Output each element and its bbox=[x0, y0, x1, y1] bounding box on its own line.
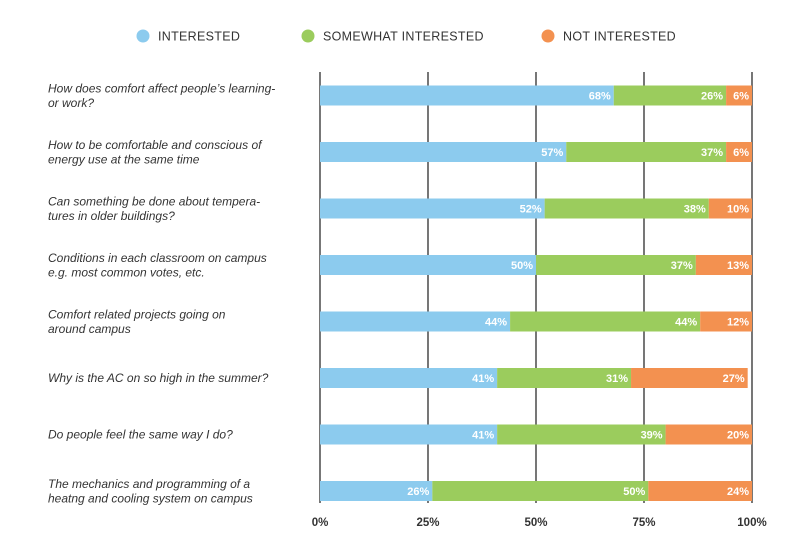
bars: 68% 26% 6% 57% 37% 6% 52% 38% 10% 50% 37% 13% 44% 44%… bbox=[320, 85, 752, 501]
data-label-5-0: 41% bbox=[472, 373, 494, 385]
bar-segment-5-0 bbox=[320, 368, 498, 388]
data-label-1-0: 57% bbox=[541, 147, 563, 159]
data-label-7-2: 24% bbox=[727, 486, 749, 498]
legend-swatch-1 bbox=[301, 29, 315, 43]
bar-segment-2-1 bbox=[544, 198, 709, 219]
bar-segment-3-2 bbox=[695, 255, 752, 275]
data-label-3-1: 37% bbox=[671, 260, 693, 272]
bar-segment-1-1 bbox=[566, 142, 727, 162]
data-label-2-1: 38% bbox=[684, 204, 706, 216]
data-label-1-2: 6% bbox=[733, 147, 749, 159]
legend-label-2: NOT INTERESTED bbox=[563, 30, 676, 44]
legend-label-1: SOMEWHAT INTERESTED bbox=[323, 30, 484, 44]
category-label-4-line-0: Comfort related projects going on bbox=[48, 307, 226, 321]
category-label-2-line-1: tures in older buildings? bbox=[48, 209, 175, 223]
bar-segment-4-1 bbox=[510, 311, 701, 332]
bar-segment-2-0 bbox=[320, 198, 545, 219]
bar-segment-0-2 bbox=[726, 85, 752, 106]
data-label-5-2: 27% bbox=[723, 373, 745, 385]
category-label-6-line-0: Do people feel the same way I do? bbox=[48, 428, 233, 442]
x-tick-label-0: 0% bbox=[312, 517, 329, 529]
data-label-2-2: 10% bbox=[727, 204, 749, 216]
legend-swatch-2 bbox=[541, 29, 555, 43]
bar-segment-0-1 bbox=[613, 85, 727, 106]
data-label-1-1: 37% bbox=[701, 147, 723, 159]
bar-segment-7-0 bbox=[320, 481, 433, 501]
bar-segment-4-0 bbox=[320, 311, 511, 332]
data-label-3-0: 50% bbox=[511, 260, 533, 272]
data-label-4-1: 44% bbox=[675, 317, 697, 329]
bar-segment-1-0 bbox=[320, 142, 567, 162]
data-label-4-2: 12% bbox=[727, 317, 749, 329]
data-label-6-2: 20% bbox=[727, 430, 749, 442]
bar-segment-3-1 bbox=[536, 255, 696, 275]
data-label-0-2: 6% bbox=[733, 91, 749, 103]
category-label-0-line-0: How does comfort affect people’s learnin… bbox=[48, 81, 275, 95]
data-label-6-1: 39% bbox=[641, 430, 663, 442]
data-label-0-0: 68% bbox=[589, 91, 611, 103]
legend-label-0: INTERESTED bbox=[158, 30, 240, 44]
bar-segment-1-2 bbox=[726, 142, 752, 162]
data-label-5-1: 31% bbox=[606, 373, 628, 385]
category-label-3-line-1: e.g. most common votes, etc. bbox=[48, 265, 205, 279]
category-label-1-line-0: How to be comfortable and conscious of bbox=[48, 138, 263, 152]
category-label-0-line-1: or work? bbox=[48, 96, 94, 110]
category-label-5-line-0: Why is the AC on so high in the summer? bbox=[48, 371, 269, 385]
bar-segment-5-1 bbox=[497, 368, 632, 388]
category-label-2-line-0: Can something be done about tempera- bbox=[48, 194, 260, 208]
bar-segment-4-2 bbox=[700, 311, 752, 332]
data-label-4-0: 44% bbox=[485, 317, 507, 329]
x-tick-label-3: 75% bbox=[632, 517, 655, 529]
bar-segment-7-2 bbox=[648, 481, 752, 501]
x-tick-label-2: 50% bbox=[524, 517, 547, 529]
category-label-7-line-0: The mechanics and programming of a bbox=[48, 477, 250, 491]
bar-segment-2-2 bbox=[708, 198, 752, 219]
data-label-6-0: 41% bbox=[472, 430, 494, 442]
category-label-1-line-1: energy use at the same time bbox=[48, 152, 200, 166]
bar-segment-7-1 bbox=[432, 481, 649, 501]
bar-segment-0-0 bbox=[320, 85, 614, 106]
data-label-7-0: 26% bbox=[407, 486, 429, 498]
x-tick-label-4: 100% bbox=[737, 517, 766, 529]
bar-segment-6-2 bbox=[665, 424, 752, 445]
data-label-2-0: 52% bbox=[520, 204, 542, 216]
bar-segment-3-0 bbox=[320, 255, 536, 275]
x-tick-label-1: 25% bbox=[416, 517, 439, 529]
data-label-0-1: 26% bbox=[701, 91, 723, 103]
data-label-3-2: 13% bbox=[727, 260, 749, 272]
x-axis-tick-labels: 0% 25% 50% 75% 100% bbox=[312, 517, 767, 529]
bar-segment-5-2 bbox=[631, 368, 748, 388]
legend-swatch-0 bbox=[136, 29, 150, 43]
category-label-4-line-1: around campus bbox=[48, 322, 131, 336]
bar-segment-6-0 bbox=[320, 424, 498, 445]
legend: INTERESTED SOMEWHAT INTERESTED NOT INTERES… bbox=[136, 29, 676, 44]
data-label-7-1: 50% bbox=[623, 486, 645, 498]
bar-segment-6-1 bbox=[497, 424, 666, 445]
category-label-3-line-0: Conditions in each classroom on campus bbox=[48, 251, 267, 265]
question-labels: How does comfort affect people’s learnin… bbox=[48, 81, 275, 505]
category-label-7-line-1: heatng and cooling system on campus bbox=[48, 491, 253, 505]
